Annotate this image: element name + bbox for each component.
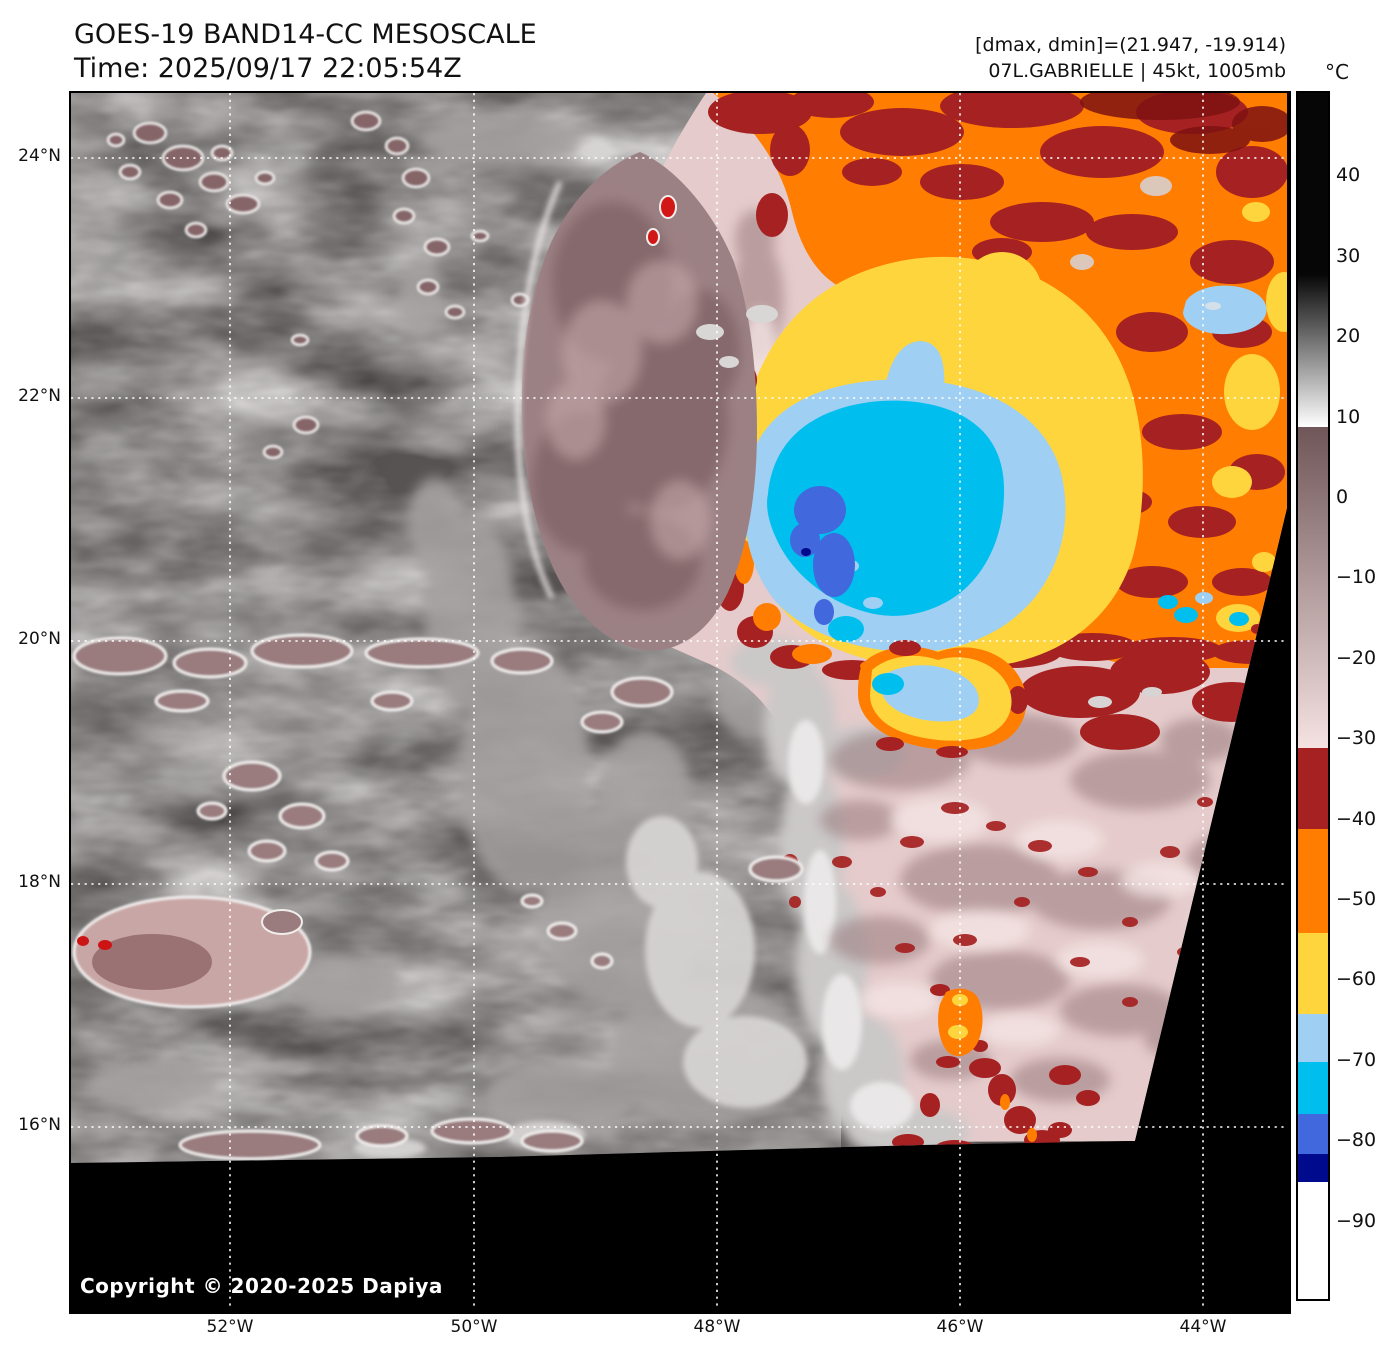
colorbar-tick-label: 40 xyxy=(1336,164,1361,187)
lon-tick-label: 46°W xyxy=(936,1317,984,1337)
storm-info-label: 07L.GABRIELLE | 45kt, 1005mb xyxy=(988,60,1286,82)
copyright-label: Copyright © 2020-2025 Dapiya xyxy=(80,1274,443,1298)
core-navy-minimum xyxy=(801,548,811,556)
colorbar-segment xyxy=(1298,1154,1328,1183)
colorbar-tick-label: −60 xyxy=(1336,968,1377,991)
satellite-art xyxy=(71,93,1287,1163)
timestamp: Time: 2025/09/17 22:05:54Z xyxy=(74,53,462,84)
colorbar-tick-label: −10 xyxy=(1336,566,1377,589)
data-range-label: [dmax, dmin]=(21.947, -19.914) xyxy=(975,34,1286,56)
colorbar-tick-label: −80 xyxy=(1336,1129,1377,1152)
satellite-map: Copyright © 2020-2025 Dapiya xyxy=(69,91,1291,1314)
colorbar-segment xyxy=(1298,748,1328,829)
lon-tick-label: 52°W xyxy=(206,1317,254,1337)
lat-tick-label: 18°N xyxy=(18,872,61,892)
lat-tick-label: 24°N xyxy=(18,146,61,166)
colorbar-tick-label: 30 xyxy=(1336,244,1361,267)
colorbar-tick-label: 0 xyxy=(1336,486,1349,509)
colorbar-segment xyxy=(1298,1061,1328,1115)
colorbar-tick-label: −70 xyxy=(1336,1048,1377,1071)
title-block: GOES-19 BAND14-CC MESOSCALE Time: 2025/0… xyxy=(74,18,537,86)
darkest-red-corner xyxy=(1080,93,1287,154)
colorbar-segment xyxy=(1298,1013,1328,1062)
lon-tick-label: 50°W xyxy=(450,1317,498,1337)
colorbar-segment xyxy=(1298,93,1328,274)
colorbar-tick-label: −40 xyxy=(1336,807,1377,830)
page-title: GOES-19 BAND14-CC MESOSCALE xyxy=(74,19,537,50)
info-block: [dmax, dmin]=(21.947, -19.914) 07L.GABRI… xyxy=(600,32,1286,84)
colorbar-tick-label: −30 xyxy=(1336,727,1377,750)
colorbar-segment xyxy=(1298,273,1328,427)
colorbar-unit-label: °C xyxy=(1325,60,1349,84)
lat-tick-label: 22°N xyxy=(18,386,61,406)
colorbar-segment xyxy=(1298,1182,1328,1299)
colorbar-segment xyxy=(1298,828,1328,934)
colorbar-segment xyxy=(1298,1114,1328,1155)
colorbar xyxy=(1296,91,1330,1301)
colorbar-segment xyxy=(1298,933,1328,1014)
bottomleft-pink-mass xyxy=(72,895,312,1009)
lat-tick-label: 16°N xyxy=(18,1115,61,1135)
gridlines xyxy=(71,93,1287,1310)
colorbar-tick-label: −20 xyxy=(1336,646,1377,669)
lat-tick-label: 20°N xyxy=(18,629,61,649)
lon-tick-label: 48°W xyxy=(693,1317,741,1337)
colorbar-tick-label: 20 xyxy=(1336,325,1361,348)
satellite-image xyxy=(71,93,1287,1310)
colorbar-segment xyxy=(1298,426,1328,749)
colorbar-tick-label: −90 xyxy=(1336,1209,1377,1232)
topright-lightblue-patch xyxy=(1183,285,1267,335)
gray-tongue-highlights xyxy=(788,720,914,1130)
core-royal-blue xyxy=(790,486,855,625)
lon-tick-label: 44°W xyxy=(1179,1317,1227,1337)
colorbar-tick-label: −50 xyxy=(1336,888,1377,911)
colorbar-tick-label: 10 xyxy=(1336,405,1361,428)
mauve-band-blobs xyxy=(72,633,804,1161)
secondary-cold-blob xyxy=(858,640,1028,758)
mauve-shield xyxy=(515,152,778,651)
